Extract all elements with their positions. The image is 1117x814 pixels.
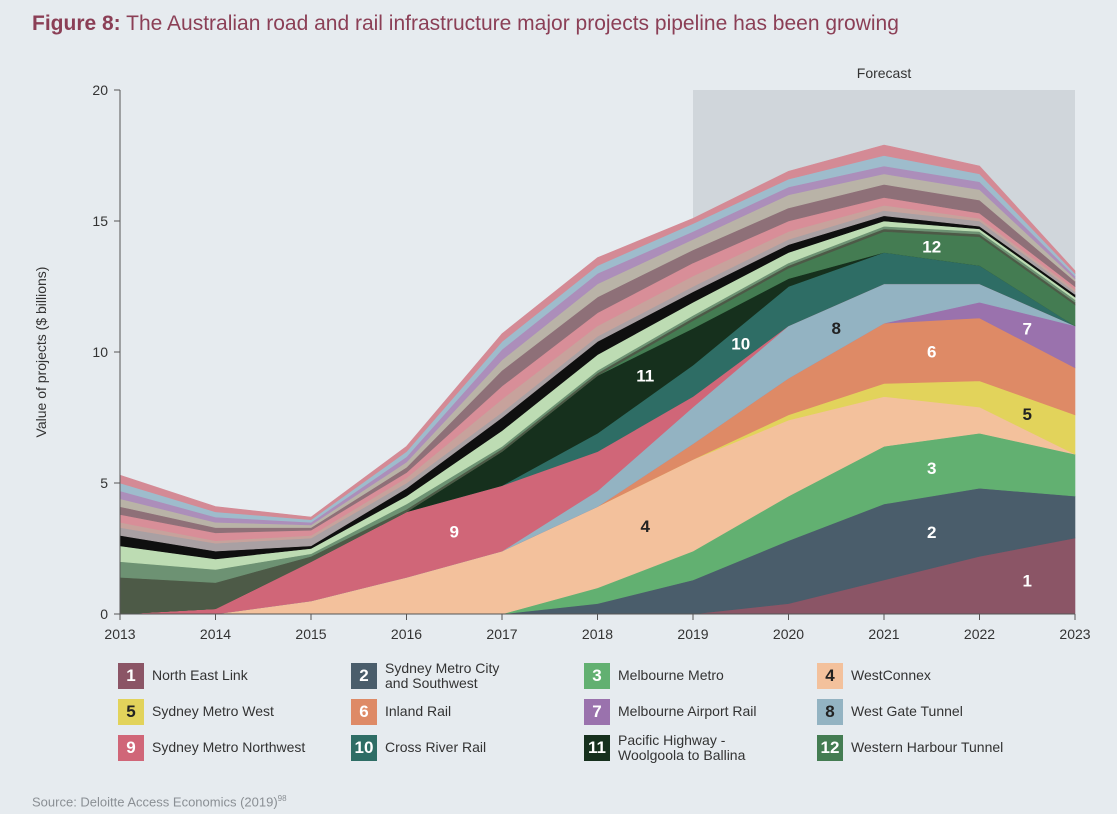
legend-label-11: Pacific Highway - Woolgoola to Ballina xyxy=(618,731,746,763)
legend-item-8: 8 West Gate Tunnel xyxy=(817,698,1050,725)
area-label-7: 7 xyxy=(1023,319,1032,338)
legend-label-2: Sydney Metro City and Southwest xyxy=(385,659,500,691)
figure-title: Figure 8: The Australian road and rail i… xyxy=(32,12,899,36)
legend-item-12: 12 Western Harbour Tunnel xyxy=(817,734,1050,761)
area-label-1: 1 xyxy=(1023,572,1032,591)
legend-label-10: Cross River Rail xyxy=(385,739,487,755)
x-tick-label-2021: 2021 xyxy=(868,626,899,642)
legend-item-9: 9 Sydney Metro Northwest xyxy=(118,734,351,761)
legend-item-10: 10 Cross River Rail xyxy=(351,734,584,761)
legend-label-6: Inland Rail xyxy=(385,703,452,719)
x-tick-label-2016: 2016 xyxy=(391,626,422,642)
area-label-2: 2 xyxy=(927,523,936,542)
area-label-11: 11 xyxy=(636,367,654,386)
legend-item-6: 6 Inland Rail xyxy=(351,698,584,725)
legend-item-4: 4 WestConnex xyxy=(817,662,1050,689)
legend-item-7: 7 Melbourne Airport Rail xyxy=(584,698,817,725)
area-label-10: 10 xyxy=(731,334,750,353)
x-tick-label-2020: 2020 xyxy=(773,626,804,642)
y-tick-label-10: 10 xyxy=(92,344,108,360)
legend-label-1: North East Link xyxy=(152,667,248,683)
legend-swatch-5: 5 xyxy=(118,698,144,725)
area-other-12 xyxy=(119,144,1076,520)
x-tick-label-2015: 2015 xyxy=(295,626,326,642)
legend-swatch-4: 4 xyxy=(817,662,843,689)
legend-item-11: 11 Pacific Highway - Woolgoola to Ballina xyxy=(584,731,817,763)
legend-label-3: Melbourne Metro xyxy=(618,667,724,683)
legend-label-4: WestConnex xyxy=(851,667,931,683)
figure-title-text: The Australian road and rail infrastruct… xyxy=(120,12,899,35)
forecast-label: Forecast xyxy=(857,65,912,81)
y-tick-label-0: 0 xyxy=(100,606,108,622)
legend-label-12: Western Harbour Tunnel xyxy=(851,739,1004,755)
legend-swatch-6: 6 xyxy=(351,698,377,725)
y-tick-label-15: 15 xyxy=(92,213,108,229)
figure-number: Figure 8: xyxy=(32,12,121,35)
legend-item-3: 3 Melbourne Metro xyxy=(584,662,817,689)
y-tick-label-20: 20 xyxy=(92,82,108,98)
x-tick-label-2013: 2013 xyxy=(104,626,135,642)
area-label-8: 8 xyxy=(832,319,841,338)
area-label-6: 6 xyxy=(927,342,936,361)
y-axis-label: Value of projects ($ billions) xyxy=(33,267,49,438)
area-label-5: 5 xyxy=(1023,405,1032,424)
source-footnote: 98 xyxy=(277,794,287,803)
x-tick-label-2019: 2019 xyxy=(677,626,708,642)
source-text: Source: Deloitte Access Economics (2019) xyxy=(32,794,278,810)
legend-item-2: 2 Sydney Metro City and Southwest xyxy=(351,659,584,691)
y-tick-label-5: 5 xyxy=(100,475,108,491)
legend-swatch-2: 2 xyxy=(351,662,377,689)
legend: 1 North East Link 2 Sydney Metro City and S… xyxy=(118,659,1078,763)
area-label-12: 12 xyxy=(922,238,941,257)
legend-item-1: 1 North East Link xyxy=(118,662,351,689)
legend-swatch-1: 1 xyxy=(118,662,144,689)
legend-label-5: Sydney Metro West xyxy=(152,703,274,719)
legend-swatch-8: 8 xyxy=(817,698,843,725)
area-label-9: 9 xyxy=(450,522,459,541)
x-tick-label-2022: 2022 xyxy=(964,626,995,642)
area-label-4: 4 xyxy=(641,517,651,536)
legend-label-7: Melbourne Airport Rail xyxy=(618,703,757,719)
x-tick-label-2014: 2014 xyxy=(200,626,231,642)
legend-item-5: 5 Sydney Metro West xyxy=(118,698,351,725)
legend-swatch-10: 10 xyxy=(351,734,377,761)
legend-swatch-7: 7 xyxy=(584,698,610,725)
legend-swatch-11: 11 xyxy=(584,734,610,761)
legend-label-9: Sydney Metro Northwest xyxy=(152,739,306,755)
legend-swatch-12: 12 xyxy=(817,734,843,761)
source-note: Source: Deloitte Access Economics (2019)… xyxy=(32,794,287,809)
x-tick-label-2017: 2017 xyxy=(486,626,517,642)
legend-label-8: West Gate Tunnel xyxy=(851,703,963,719)
legend-swatch-3: 3 xyxy=(584,662,610,689)
x-tick-label-2023: 2023 xyxy=(1059,626,1090,642)
x-tick-label-2018: 2018 xyxy=(582,626,613,642)
legend-swatch-9: 9 xyxy=(118,734,144,761)
area-label-3: 3 xyxy=(927,459,936,478)
